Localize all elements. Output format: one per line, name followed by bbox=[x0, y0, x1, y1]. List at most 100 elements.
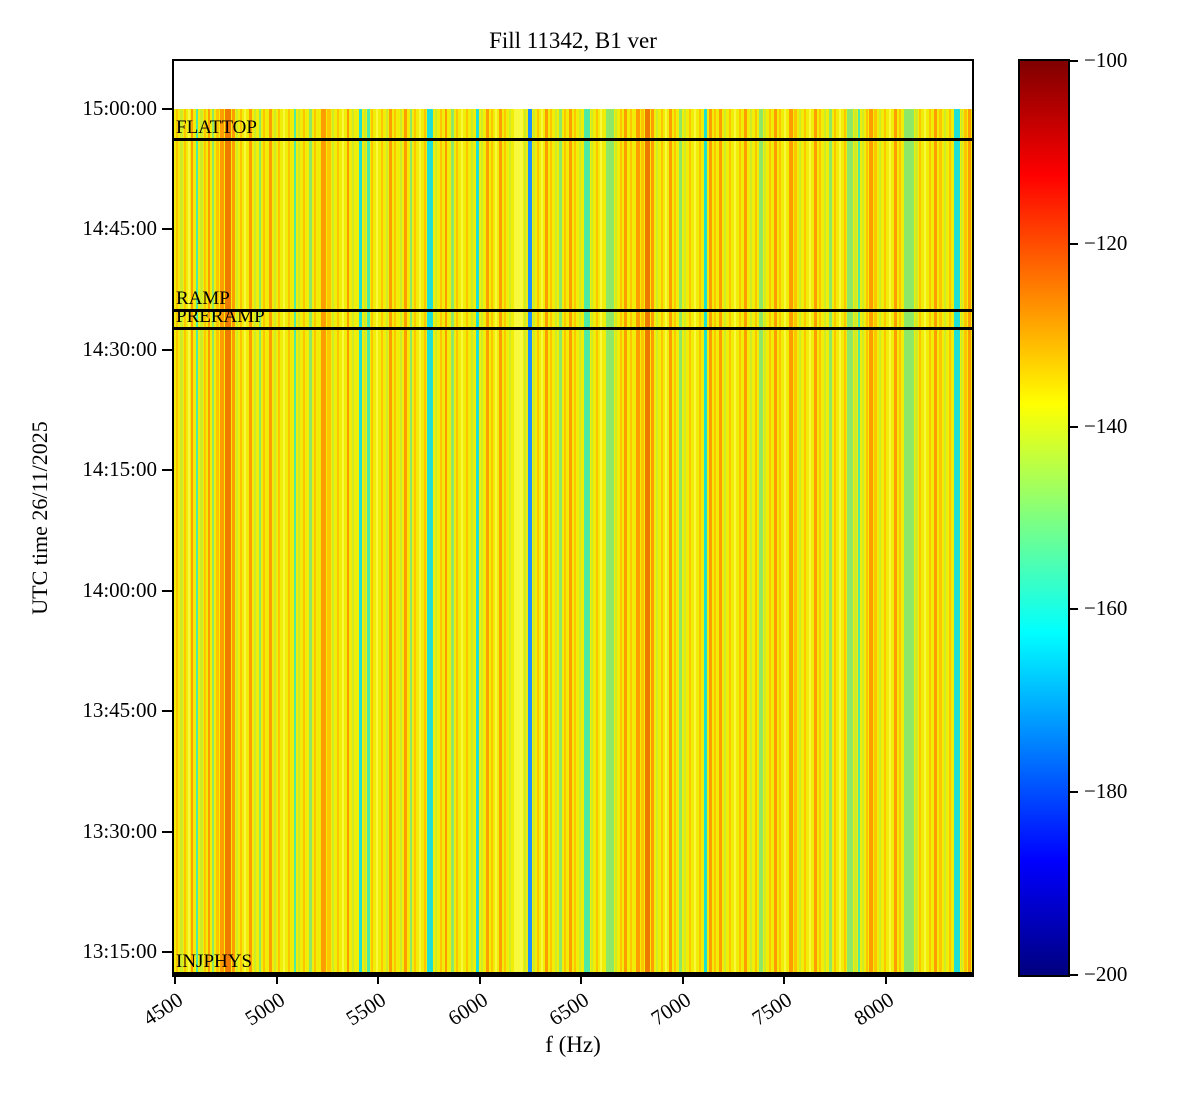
heatmap-stripe bbox=[259, 109, 261, 975]
heatmap-stripe bbox=[689, 109, 691, 975]
heatmap-stripe bbox=[924, 109, 926, 975]
heatmap-stripe bbox=[919, 109, 921, 975]
event-label-flattop: FLATTOP bbox=[176, 117, 257, 138]
colorbar-tick-label: −200 bbox=[1084, 962, 1128, 986]
x-tick-mark bbox=[275, 975, 278, 984]
x-tick-mark bbox=[681, 975, 684, 984]
x-tick-label: 6500 bbox=[544, 987, 594, 1031]
event-label-ramp: RAMP bbox=[176, 288, 230, 309]
colorbar-tick-label: −180 bbox=[1084, 779, 1128, 804]
x-tick-mark bbox=[580, 975, 583, 984]
heatmap-stripe bbox=[314, 109, 316, 975]
heatmap-stripe bbox=[630, 109, 632, 975]
heatmap-stripe bbox=[509, 109, 511, 975]
heatmap-stripe bbox=[342, 109, 344, 975]
y-tick-mark bbox=[162, 469, 172, 472]
heatmap-stripe bbox=[636, 109, 640, 975]
colorbar-tick-mark bbox=[1070, 974, 1078, 976]
heatmap-stripe bbox=[404, 109, 407, 975]
heatmap-stripe bbox=[584, 109, 590, 975]
colorbar-tick-mark bbox=[1070, 425, 1078, 428]
heatmap-stripe bbox=[799, 109, 801, 975]
heatmap-stripe bbox=[759, 109, 763, 975]
heatmap-stripe bbox=[669, 109, 672, 975]
heatmap-stripe bbox=[499, 109, 502, 975]
x-tick-label: 5500 bbox=[341, 987, 391, 1031]
heatmap-stripe bbox=[834, 109, 836, 975]
heatmap-stripe bbox=[541, 109, 543, 975]
heatmap-stripe bbox=[352, 109, 354, 975]
heatmap-stripe bbox=[427, 109, 433, 975]
heatmap-stripe bbox=[809, 109, 811, 975]
heatmap-stripe bbox=[456, 109, 458, 975]
heatmap-stripe bbox=[774, 109, 777, 975]
heatmap-stripe bbox=[854, 109, 857, 975]
heatmap-stripe bbox=[216, 109, 219, 975]
heatmap-stripe bbox=[804, 109, 806, 975]
y-tick-mark bbox=[162, 107, 172, 110]
heatmap-stripe bbox=[651, 109, 654, 975]
heatmap-stripe bbox=[537, 109, 539, 975]
y-tick-label: 14:15:00 bbox=[82, 457, 157, 482]
heatmap-stripe bbox=[596, 109, 598, 975]
heatmap-stripe bbox=[303, 109, 305, 975]
heatmap-stripe bbox=[709, 109, 712, 975]
heatmap-stripe bbox=[486, 109, 489, 975]
colorbar-tick-label: −160 bbox=[1084, 596, 1128, 621]
heatmap-stripe bbox=[559, 109, 562, 975]
heatmap-stripe bbox=[844, 109, 846, 975]
heatmap-stripe bbox=[814, 109, 817, 975]
heatmap-stripe bbox=[600, 109, 602, 975]
y-tick-mark bbox=[162, 348, 172, 351]
colorbar-tick-label: −100 bbox=[1084, 48, 1128, 72]
heatmap-stripe bbox=[244, 109, 246, 975]
heatmap-stripe bbox=[400, 109, 402, 975]
heatmap-stripe bbox=[309, 109, 312, 975]
colorbar bbox=[1018, 59, 1070, 977]
chart-title: Fill 11342, B1 ver bbox=[489, 28, 657, 53]
heatmap-stripe bbox=[968, 109, 971, 975]
heatmap-stripe bbox=[719, 109, 722, 975]
heatmap-stripe bbox=[739, 109, 741, 975]
heatmap-stripe bbox=[915, 109, 918, 975]
x-tick-mark bbox=[174, 975, 177, 984]
heatmap-stripe bbox=[704, 109, 707, 975]
x-tick-mark bbox=[783, 975, 786, 984]
heatmap-stripe bbox=[569, 109, 572, 975]
heatmap-stripe bbox=[298, 109, 300, 975]
event-line-preramp bbox=[174, 327, 972, 330]
heatmap-stripe bbox=[180, 109, 183, 975]
heatmap-stripe bbox=[899, 109, 901, 975]
y-tick-mark bbox=[162, 228, 172, 231]
heatmap-stripe bbox=[371, 109, 373, 975]
heatmap-stripe bbox=[964, 109, 967, 975]
heatmap-stripe bbox=[367, 109, 370, 975]
heatmap-stripe bbox=[750, 109, 752, 975]
heatmap-stripe bbox=[347, 109, 349, 975]
heatmap-stripe bbox=[461, 109, 463, 975]
event-line-injphys bbox=[174, 972, 972, 975]
heatmap-stripe bbox=[188, 109, 190, 975]
event-label-injphys: INJPHYS bbox=[176, 951, 253, 972]
heatmap-stripe bbox=[283, 109, 285, 975]
heatmap-stripe bbox=[466, 109, 468, 975]
heatmap-stripe bbox=[196, 109, 198, 975]
heatmap-stripe bbox=[440, 109, 442, 975]
x-tick-mark bbox=[884, 975, 887, 984]
colorbar-tick-mark bbox=[1070, 60, 1078, 62]
heatmap-stripe bbox=[847, 109, 853, 975]
heatmap-stripe bbox=[386, 109, 388, 975]
heatmap-stripe bbox=[381, 109, 383, 975]
heatmap-stripe bbox=[574, 109, 576, 975]
heatmap-stripe bbox=[734, 109, 736, 975]
event-line-flattop bbox=[174, 138, 972, 141]
heatmap-stripe bbox=[674, 109, 676, 975]
y-tick-mark bbox=[162, 589, 172, 592]
heatmap-stripe bbox=[764, 109, 766, 975]
heatmap-stripe bbox=[606, 109, 614, 975]
heatmap-stripe bbox=[641, 109, 644, 975]
heatmap-stripe bbox=[620, 109, 622, 975]
heatmap-stripe bbox=[579, 109, 581, 975]
x-axis-label: f (Hz) bbox=[545, 1032, 601, 1057]
heatmap-stripe bbox=[879, 109, 881, 975]
